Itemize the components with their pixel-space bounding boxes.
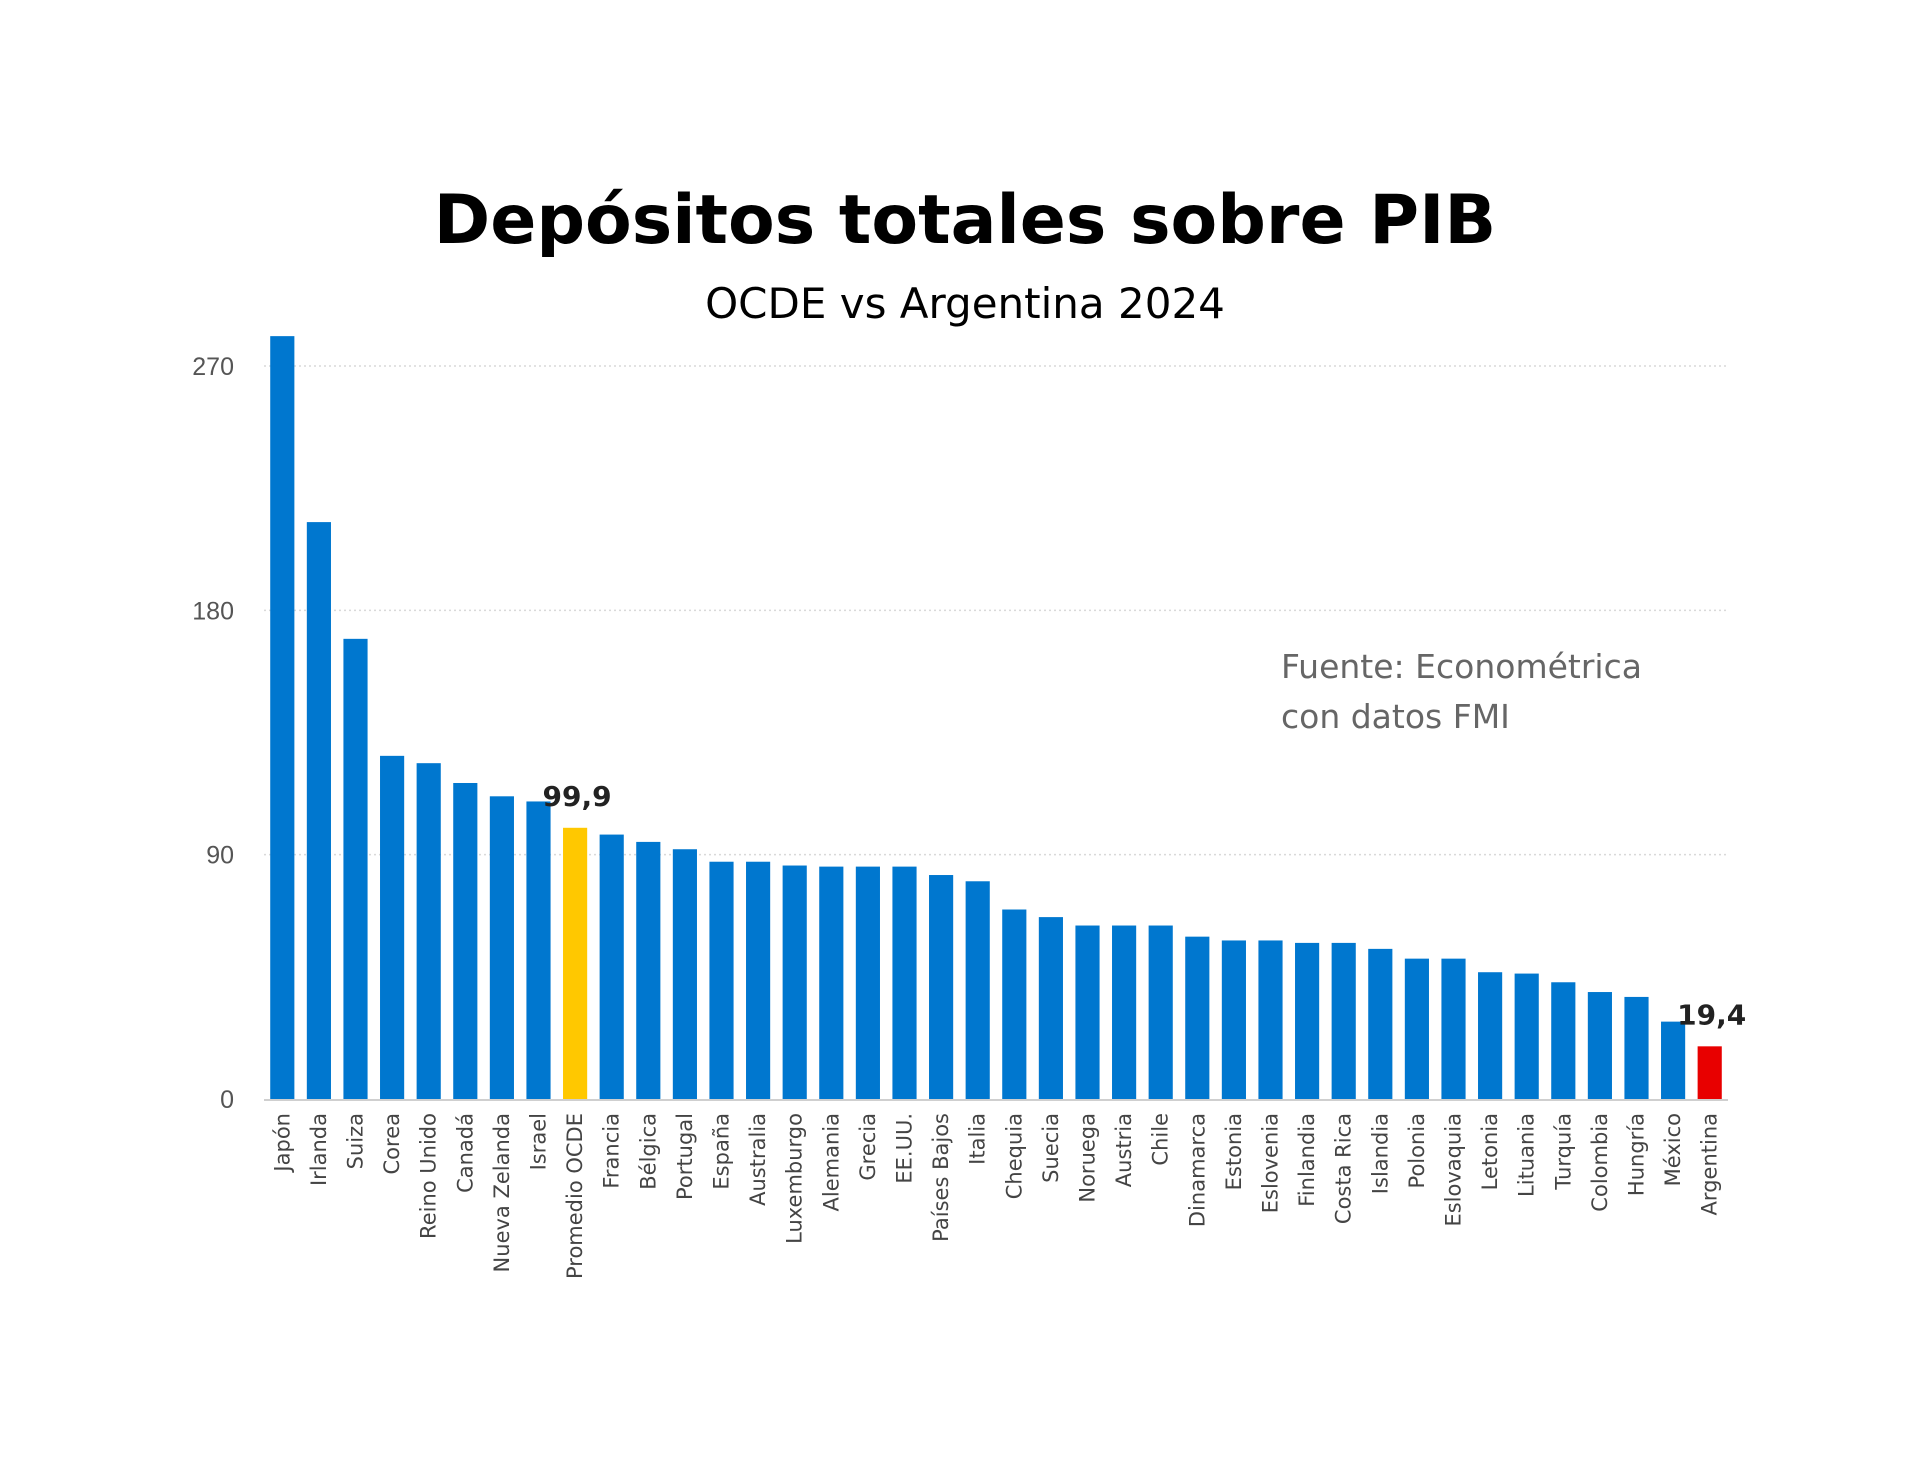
x-tick-label: Lituania <box>1515 1113 1539 1197</box>
bar <box>965 881 990 1099</box>
data-label: 99,9 <box>543 780 612 813</box>
x-tick-label: Francia <box>600 1113 624 1189</box>
x-axis: Japón Irlanda Suiza Corea Reino Unido Canadá N… <box>270 1113 1721 1279</box>
bar <box>306 522 331 1099</box>
x-tick-label: Polonia <box>1405 1113 1429 1188</box>
bar <box>1624 996 1649 1099</box>
x-tick-label: Irlanda <box>307 1113 331 1186</box>
bar <box>819 866 844 1099</box>
x-tick-label: Eslovaquia <box>1442 1113 1466 1227</box>
bar <box>1185 936 1210 1099</box>
bar <box>270 336 295 1099</box>
x-tick-label: EE.UU. <box>893 1113 917 1184</box>
x-tick-label: Grecia <box>856 1113 880 1181</box>
data-labels: 99,9 19,4 <box>543 780 1747 1032</box>
bar <box>855 866 880 1099</box>
bar <box>1075 925 1100 1099</box>
x-tick-label: Noruega <box>1076 1113 1100 1203</box>
x-tick-label: Dinamarca <box>1185 1113 1209 1227</box>
gridlines <box>264 365 1728 1101</box>
x-tick-label: Países Bajos <box>929 1113 953 1242</box>
bar <box>453 782 478 1099</box>
bar <box>599 834 624 1099</box>
y-tick-label: 270 <box>192 353 234 381</box>
bar <box>1514 973 1539 1099</box>
bar <box>1551 982 1576 1099</box>
bar <box>380 755 405 1099</box>
x-tick-label: Australia <box>746 1113 770 1206</box>
x-tick-label: Corea <box>380 1113 404 1174</box>
bar <box>1587 992 1612 1099</box>
bar <box>1295 942 1320 1099</box>
bar <box>892 866 917 1099</box>
bar <box>563 827 588 1099</box>
x-tick-label: Chequia <box>1002 1113 1026 1199</box>
x-tick-label: Promedio OCDE <box>563 1113 587 1279</box>
source-note-line-2: con datos FMI <box>1281 697 1510 736</box>
x-tick-label: Letonia <box>1478 1113 1502 1190</box>
bar <box>746 861 771 1099</box>
x-tick-label: Finlandia <box>1295 1113 1319 1207</box>
x-tick-label: España <box>710 1113 734 1190</box>
x-tick-label: Costa Rica <box>1332 1113 1356 1224</box>
bar <box>929 875 954 1099</box>
x-tick-label: Eslovenia <box>1259 1113 1283 1213</box>
x-tick-label: Italia <box>966 1113 990 1165</box>
y-tick-label: 90 <box>206 842 234 870</box>
x-tick-label: Chile <box>1149 1113 1173 1166</box>
x-tick-label: Argentina <box>1698 1113 1722 1215</box>
x-tick-label: Turquía <box>1551 1113 1575 1191</box>
bar <box>1258 940 1283 1099</box>
y-tick-label: 180 <box>192 597 234 625</box>
x-tick-label: Japón <box>270 1113 294 1174</box>
x-tick-label: Alemania <box>819 1113 843 1211</box>
bar <box>1404 958 1429 1099</box>
y-tick-label: 0 <box>220 1086 234 1114</box>
x-tick-label: Reino Unido <box>417 1113 441 1239</box>
bars <box>270 336 1722 1099</box>
x-tick-label: Nueva Zelanda <box>490 1113 514 1272</box>
bar <box>489 796 514 1099</box>
bar <box>1661 1021 1686 1099</box>
chart-subtitle: OCDE vs Argentina 2024 <box>705 279 1225 328</box>
bar <box>1478 972 1503 1099</box>
x-tick-label: Hungría <box>1625 1113 1649 1196</box>
x-tick-label: Portugal <box>673 1113 697 1200</box>
x-tick-label: Luxemburgo <box>783 1113 807 1244</box>
x-tick-label: Suiza <box>344 1113 368 1169</box>
data-label: 19,4 <box>1677 998 1746 1031</box>
bar <box>1331 942 1356 1099</box>
x-tick-label: Austria <box>1112 1113 1136 1187</box>
chart-title: Depósitos totales sobre PIB <box>434 181 1496 260</box>
x-tick-label: Islandia <box>1368 1113 1392 1194</box>
x-tick-label: México <box>1661 1113 1685 1186</box>
bar <box>1441 958 1466 1099</box>
bar <box>1038 917 1063 1099</box>
bar <box>636 841 661 1099</box>
bar <box>1002 909 1027 1099</box>
x-tick-label: Colombia <box>1588 1113 1612 1212</box>
x-tick-label: Suecia <box>1039 1113 1063 1183</box>
source-note-line-1: Fuente: Econométrica <box>1281 647 1642 686</box>
bar <box>1221 940 1246 1099</box>
x-tick-label: Israel <box>527 1113 551 1170</box>
bar <box>1148 925 1173 1099</box>
bar <box>1112 925 1137 1099</box>
bar <box>672 849 697 1099</box>
bar <box>343 638 368 1099</box>
x-tick-label: Estonia <box>1222 1113 1246 1190</box>
x-tick-label: Canadá <box>453 1113 477 1193</box>
x-tick-label: Bélgica <box>636 1113 660 1190</box>
bar <box>526 801 551 1099</box>
bar <box>782 865 807 1099</box>
bar <box>1697 1046 1722 1099</box>
y-axis: 0 90 180 270 <box>192 353 234 1114</box>
bar <box>416 763 441 1099</box>
bar <box>1368 948 1393 1099</box>
bar <box>709 861 734 1099</box>
